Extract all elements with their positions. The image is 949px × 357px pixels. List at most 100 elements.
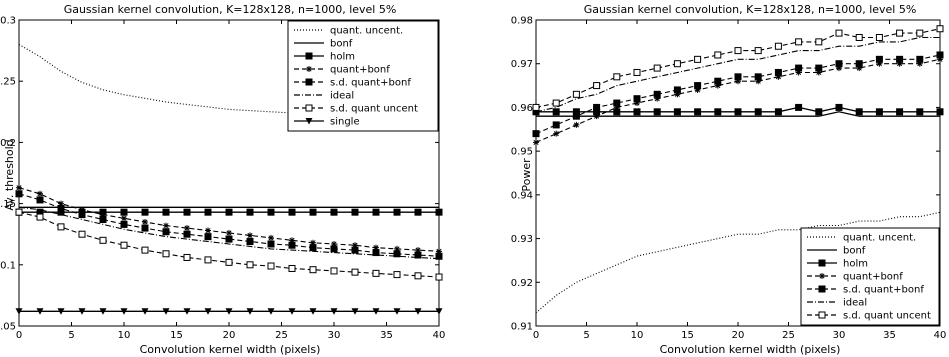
- x-axis-label: Convolution kernel width (pixels): [660, 343, 841, 356]
- x-tick-label: 30: [833, 330, 846, 341]
- data-point: [653, 64, 661, 72]
- data-point: [734, 108, 742, 116]
- data-point: [774, 108, 782, 116]
- legend-label: quant+bonf: [330, 65, 390, 76]
- x-tick-label: 5: [68, 330, 74, 341]
- data-point: [141, 224, 149, 232]
- data-point: [120, 208, 128, 216]
- x-tick-label: 0: [533, 330, 539, 341]
- data-point: [330, 308, 338, 315]
- data-point: [694, 86, 701, 93]
- series-s-d-quant-bonf: [15, 190, 443, 260]
- legend-marker: [305, 78, 313, 86]
- data-point: [247, 232, 253, 239]
- data-point: [634, 100, 640, 107]
- x-tick-label: 20: [223, 330, 236, 341]
- y-tick-label: 0.93: [511, 234, 533, 245]
- data-point: [694, 82, 702, 90]
- data-point: [393, 250, 401, 258]
- legend-marker: [818, 259, 826, 267]
- x-tick-label: 5: [583, 330, 589, 341]
- data-point: [916, 108, 924, 116]
- data-point: [734, 47, 742, 55]
- data-point: [162, 228, 170, 236]
- data-point: [57, 204, 65, 212]
- data-point: [351, 246, 359, 254]
- data-point: [309, 266, 317, 274]
- data-point: [855, 108, 863, 116]
- data-point: [795, 103, 803, 111]
- data-point: [795, 64, 803, 72]
- data-point: [937, 56, 943, 63]
- data-point: [593, 113, 600, 120]
- data-point: [593, 103, 601, 111]
- data-point: [163, 222, 169, 229]
- data-point: [654, 95, 661, 102]
- data-point: [288, 264, 296, 272]
- data-point: [57, 308, 65, 315]
- data-point: [855, 33, 863, 41]
- data-point: [435, 208, 443, 216]
- x-tick-label: 30: [328, 330, 341, 341]
- y-axis-label: Av. threshold: [3, 139, 16, 210]
- data-point: [373, 244, 379, 251]
- x-tick-label: 35: [380, 330, 393, 341]
- data-point: [184, 225, 190, 232]
- series-s-d-quant-uncent: [15, 208, 443, 281]
- series-line: [18, 187, 440, 252]
- data-point: [613, 73, 621, 81]
- data-point: [288, 208, 296, 216]
- data-point: [532, 103, 540, 111]
- legend-label: quant+bonf: [843, 272, 903, 283]
- series-s-d-quant-uncent: [532, 25, 944, 111]
- data-point: [36, 213, 44, 221]
- data-point: [653, 108, 661, 116]
- data-point: [532, 130, 540, 138]
- data-point: [204, 308, 212, 315]
- data-point: [99, 308, 107, 315]
- data-point: [856, 65, 863, 72]
- data-point: [875, 108, 883, 116]
- data-point: [351, 208, 359, 216]
- x-tick-label: 10: [118, 330, 131, 341]
- data-point: [815, 38, 823, 46]
- data-point: [633, 95, 641, 103]
- series-ideal: [18, 206, 440, 260]
- data-point: [754, 108, 762, 116]
- data-point: [673, 86, 681, 94]
- legend-label: s.d. quant+bonf: [843, 285, 924, 296]
- x-tick-label: 40: [433, 330, 446, 341]
- data-point: [246, 261, 254, 269]
- data-point: [754, 73, 762, 81]
- data-point: [288, 308, 296, 315]
- legend-label: holm: [330, 52, 355, 63]
- data-point: [225, 308, 233, 315]
- x-tick-label: 25: [782, 330, 795, 341]
- data-point: [414, 208, 422, 216]
- data-point: [694, 55, 702, 63]
- legend-label: single: [330, 117, 360, 128]
- data-point: [393, 271, 401, 279]
- series-quant-bonf: [16, 184, 442, 255]
- x-tick-label: 10: [631, 330, 644, 341]
- series-bonf: [536, 111, 940, 117]
- data-point: [755, 78, 762, 85]
- data-point: [393, 208, 401, 216]
- legend-marker: [818, 311, 826, 319]
- data-point: [394, 245, 400, 252]
- y-tick-label: 0.3: [0, 16, 16, 27]
- data-point: [875, 55, 883, 63]
- data-point: [572, 112, 580, 120]
- data-point: [896, 60, 903, 67]
- data-point: [372, 208, 380, 216]
- data-point: [120, 241, 128, 249]
- data-point: [352, 242, 358, 249]
- data-point: [553, 130, 560, 137]
- legend-label: ideal: [843, 298, 867, 309]
- legend-marker: [305, 104, 313, 112]
- y-tick-label: 0.95: [511, 147, 533, 158]
- data-point: [183, 208, 191, 216]
- data-point: [372, 308, 380, 315]
- y-tick-label: 0.05: [0, 322, 16, 333]
- data-point: [225, 208, 233, 216]
